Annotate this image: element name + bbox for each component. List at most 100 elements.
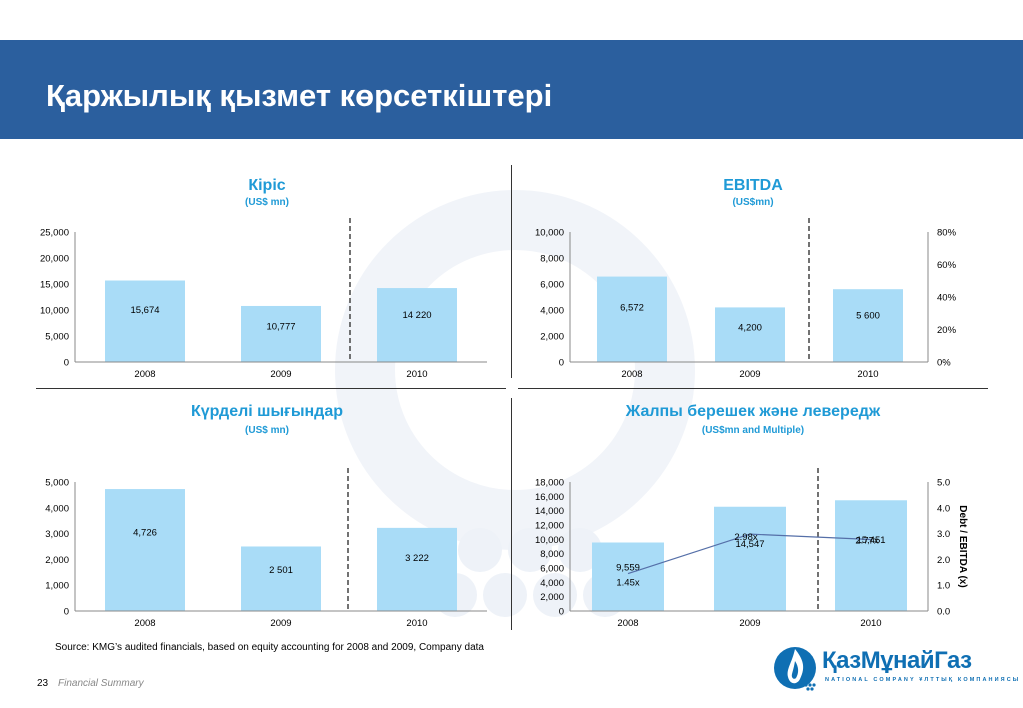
debt-chart-subtitle: (US$mn and Multiple)	[701, 425, 805, 436]
revenue-data-label: 15,674	[130, 305, 159, 316]
debt-y2tick-label: 3.0	[937, 529, 950, 540]
debt-ytick-label: 4,000	[540, 578, 564, 589]
capex-ytick-label: 3,000	[45, 529, 69, 540]
capex-bar-2009	[241, 546, 321, 611]
capex-data-label: 4,726	[133, 528, 157, 539]
ebitda-category-label: 2009	[739, 369, 760, 380]
revenue-chart-subtitle: (US$ mn)	[245, 197, 289, 208]
company-logo: ҚазМұнайГаз NATIONAL COMPANY ҰЛТТЫҚ КОМП…	[770, 641, 1018, 693]
capex-chart-title: Күрделі шығындар	[191, 403, 343, 420]
revenue-bar-2008	[105, 280, 185, 362]
ebitda-y2tick-label: 80%	[937, 228, 957, 239]
vertical-divider-bottom	[511, 398, 512, 630]
debt-y2tick-label: 5.0	[937, 478, 950, 489]
capex-bar-2008	[105, 489, 185, 611]
debt-category-label: 2008	[617, 618, 638, 629]
revenue-ytick-label: 25,000	[40, 228, 69, 239]
debt-y2-axis-label: Debt / EBITDA (x)	[957, 505, 968, 587]
debt-leverage-label: 1.45x	[616, 578, 639, 589]
ebitda-ytick-label: 10,000	[535, 228, 564, 239]
ebitda-data-label: 5 600	[856, 311, 880, 322]
footer-label: Financial Summary	[58, 678, 144, 689]
revenue-category-label: 2010	[406, 369, 427, 380]
logo-wordmark: ҚазМұнайГаз	[822, 647, 972, 674]
debt-bar-2008	[592, 542, 664, 611]
capex-ytick-label: 0	[64, 607, 69, 618]
revenue-ytick-label: 15,000	[40, 280, 69, 291]
capex-ytick-label: 5,000	[45, 478, 69, 489]
source-note: Source: KMG’s audited financials, based …	[55, 642, 484, 653]
capex-data-label: 2 501	[269, 565, 293, 576]
debt-ytick-label: 18,000	[535, 478, 564, 489]
ebitda-category-label: 2008	[621, 369, 642, 380]
ebitda-y2tick-label: 0%	[937, 358, 951, 369]
revenue-category-label: 2008	[134, 369, 155, 380]
debt-y2tick-label: 4.0	[937, 503, 950, 514]
capex-ytick-label: 2,000	[45, 555, 69, 566]
debt-ytick-label: 14,000	[535, 506, 564, 517]
debt-category-label: 2010	[860, 618, 881, 629]
debt-ytick-label: 12,000	[535, 521, 564, 532]
page-title: Қаржылық қызмет көрсеткіштері	[46, 78, 553, 113]
capex-category-label: 2008	[134, 618, 155, 629]
revenue-ytick-label: 20,000	[40, 254, 69, 265]
ebitda-y2tick-label: 60%	[937, 260, 957, 271]
debt-y2tick-label: 2.0	[937, 555, 950, 566]
debt-bar-2009	[714, 506, 786, 611]
revenue-data-label: 14 220	[402, 310, 431, 321]
revenue-data-label: 10,777	[266, 322, 295, 333]
ebitda-y2tick-label: 40%	[937, 293, 957, 304]
debt-chart-title: Жалпы берешек және левередж	[625, 403, 881, 420]
debt-data-label: 14,547	[735, 539, 764, 550]
capex-bar-2010	[377, 527, 457, 611]
header-banner: Қаржылық қызмет көрсеткіштері	[0, 40, 1023, 139]
debt-category-label: 2009	[739, 618, 760, 629]
revenue-bar-2010	[377, 288, 457, 362]
ebitda-category-label: 2010	[857, 369, 878, 380]
capex-data-label: 3 222	[405, 553, 429, 564]
debt-ytick-label: 2,000	[540, 592, 564, 603]
debt-leverage-label: 2.98x	[734, 532, 757, 543]
kmg-flame-logo-icon	[774, 647, 816, 691]
ebitda-chart-title: EBITDA	[723, 177, 783, 194]
ebitda-ytick-label: 6,000	[540, 280, 564, 291]
capex-ytick-label: 1,000	[45, 581, 69, 592]
capex-category-label: 2009	[270, 618, 291, 629]
capex-category-label: 2010	[406, 618, 427, 629]
ebitda-bar-2010	[833, 289, 903, 362]
ebitda-data-label: 4,200	[738, 323, 762, 334]
debt-data-label: 15,451	[856, 535, 885, 546]
capex-chart-subtitle: (US$ mn)	[245, 425, 289, 436]
ebitda-ytick-label: 0	[559, 358, 564, 369]
revenue-bar-2009	[241, 305, 321, 362]
debt-ytick-label: 10,000	[535, 535, 564, 546]
debt-ytick-label: 0	[559, 607, 564, 618]
revenue-chart-title: Кіріс	[248, 177, 286, 194]
debt-leverage-line	[627, 533, 872, 575]
horizontal-divider-right	[518, 388, 988, 389]
ebitda-chart-subtitle: (US$mn)	[732, 197, 774, 208]
debt-ytick-label: 16,000	[535, 492, 564, 503]
vertical-divider-top	[511, 165, 512, 378]
ebitda-data-label: 6,572	[620, 302, 644, 313]
debt-data-label: 9,559	[616, 562, 640, 573]
debt-y2tick-label: 0.0	[937, 607, 950, 618]
ebitda-bar-2008	[597, 276, 667, 362]
ebitda-y2tick-label: 20%	[937, 325, 957, 336]
horizontal-divider-left	[36, 388, 506, 389]
ebitda-ytick-label: 2,000	[540, 332, 564, 343]
debt-bar-2010	[835, 500, 907, 611]
revenue-category-label: 2009	[270, 369, 291, 380]
debt-ytick-label: 8,000	[540, 549, 564, 560]
background-watermark-icon	[335, 190, 695, 617]
revenue-ytick-label: 10,000	[40, 306, 69, 317]
ebitda-ytick-label: 8,000	[540, 254, 564, 265]
revenue-ytick-label: 5,000	[45, 332, 69, 343]
page-number: 23	[37, 678, 49, 689]
revenue-ytick-label: 0	[64, 358, 69, 369]
debt-leverage-label: 2.77x	[855, 536, 878, 547]
capex-ytick-label: 4,000	[45, 503, 69, 514]
ebitda-ytick-label: 4,000	[540, 306, 564, 317]
ebitda-bar-2009	[715, 307, 785, 362]
